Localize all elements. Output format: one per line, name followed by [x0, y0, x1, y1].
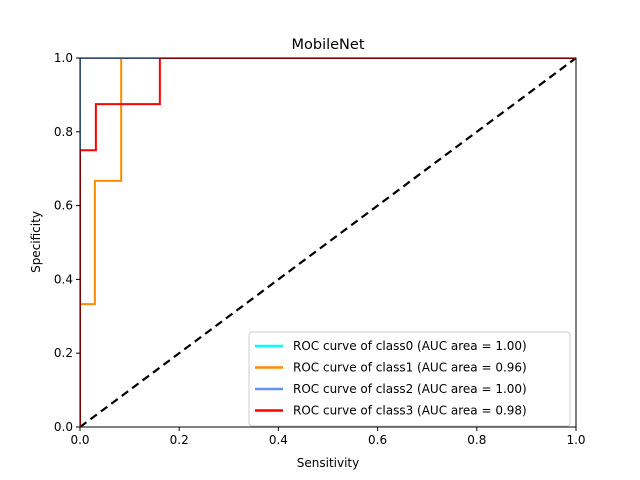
y-tick-label: 0.2 — [54, 346, 73, 360]
x-tick-label: 0.4 — [269, 433, 288, 447]
axes-frame — [79, 57, 577, 428]
x-tick-label: 0.8 — [467, 433, 486, 447]
legend-label-class1: ROC curve of class1 (AUC area = 0.96) — [293, 361, 527, 375]
y-axis-title: Specificity — [29, 211, 43, 273]
y-tick-label: 0.0 — [54, 420, 73, 434]
plot-area — [80, 58, 576, 427]
x-axis-title: Sensitivity — [297, 456, 359, 470]
legend: ROC curve of class0 (AUC area = 1.00) ROC… — [248, 331, 571, 427]
legend-label-class0: ROC curve of class0 (AUC area = 1.00) — [293, 339, 527, 353]
axes: 0.0 0.2 0.4 0.6 0.8 1.0 0.0 0.2 0.4 0.6 0.8 1.0 — [54, 51, 586, 447]
roc-series-line-class1 — [80, 58, 576, 427]
legend-label-class2: ROC curve of class2 (AUC area = 1.00) — [293, 382, 527, 396]
y-tick-label: 0.6 — [54, 199, 73, 213]
x-tick-label: 0.6 — [368, 433, 387, 447]
legend-label-class3: ROC curve of class3 (AUC area = 0.98) — [293, 404, 527, 418]
x-tick-label: 0.2 — [170, 433, 189, 447]
x-tick-label: 1.0 — [566, 433, 585, 447]
legend-box — [248, 331, 571, 427]
chart-title: MobileNet — [291, 37, 364, 53]
y-tick-label: 0.4 — [54, 272, 73, 286]
y-tick-label: 1.0 — [54, 51, 73, 65]
x-tick-label: 0.0 — [70, 433, 89, 447]
series-group — [80, 58, 576, 427]
y-tick-label: 0.8 — [54, 125, 73, 139]
roc-series-line-class3 — [80, 58, 576, 427]
